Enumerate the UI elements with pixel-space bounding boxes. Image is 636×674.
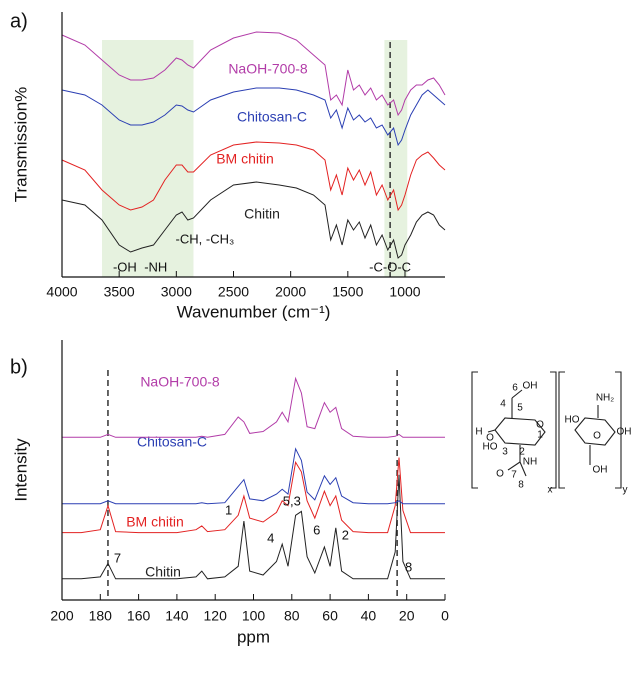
- x-tick-label: 40: [361, 608, 377, 624]
- annotation: 7: [114, 550, 121, 565]
- panel-label: b): [10, 356, 28, 378]
- series-label: Chitin: [244, 206, 280, 222]
- spectrum-line: [62, 376, 445, 438]
- x-tick-label: 1500: [332, 284, 363, 300]
- series-label: Chitin: [145, 564, 181, 580]
- x-axis-title: ppm: [237, 627, 270, 646]
- structure-label: 6: [512, 383, 518, 394]
- x-tick-label: 4000: [46, 284, 77, 300]
- x-tick-label: 1000: [389, 284, 420, 300]
- x-tick-label: 160: [127, 608, 151, 624]
- x-tick-label: 3000: [161, 284, 192, 300]
- spectrum-line: [61, 141, 446, 212]
- x-tick-label: 180: [89, 608, 113, 624]
- structure-label: HO: [565, 415, 580, 426]
- x-tick-label: 3500: [104, 284, 135, 300]
- series-label: NaOH-700-8: [228, 61, 308, 77]
- structure-label: O: [486, 433, 494, 444]
- bracket: [615, 371, 622, 489]
- bracket: [558, 371, 565, 489]
- structure-label: 5: [517, 403, 523, 414]
- structure-label: NH₂: [596, 393, 614, 404]
- x-axis-title: Wavenumber (cm⁻¹): [177, 302, 331, 321]
- spectrum-line: [62, 447, 445, 505]
- structure-label: NH: [523, 457, 537, 468]
- x-tick-label: 2500: [218, 284, 249, 300]
- structure-label: 3: [502, 447, 508, 458]
- x-tick-label: 100: [242, 608, 266, 624]
- x-tick-label: 20: [399, 608, 415, 624]
- spectrum-line: [62, 457, 445, 534]
- annotation: -OH: [113, 259, 137, 274]
- annotation: 1: [225, 502, 232, 517]
- x-tick-label: 2000: [275, 284, 306, 300]
- structure-label: 2: [519, 447, 525, 458]
- spectrum-line: [61, 31, 446, 117]
- y-axis-title: Transmission%: [11, 87, 30, 203]
- structure-label: O: [496, 469, 504, 480]
- annotation: 8: [405, 559, 412, 574]
- series-label: Chitosan-C: [137, 434, 207, 450]
- x-tick-label: 140: [165, 608, 189, 624]
- annotation: 4: [267, 530, 274, 545]
- x-tick-label: 120: [204, 608, 228, 624]
- x-tick-label: 60: [322, 608, 338, 624]
- ring: [574, 417, 616, 446]
- structure-label: HO: [483, 442, 498, 453]
- structure-label: 1: [537, 430, 543, 441]
- annotation: -NH: [144, 259, 167, 274]
- structure-label: OH: [617, 427, 632, 438]
- annotation: -C-O-C: [369, 259, 411, 274]
- x-tick-label: 80: [284, 608, 300, 624]
- structure-label: 7: [511, 470, 517, 481]
- structure-label: O: [536, 420, 544, 431]
- bond: [519, 461, 527, 477]
- annotation: 6: [313, 522, 320, 537]
- structure-label: OH: [523, 381, 538, 392]
- bond: [511, 389, 523, 399]
- spectrum-line: [61, 181, 446, 259]
- shaded-region: [384, 40, 408, 277]
- bracket: [471, 371, 478, 489]
- annotation: 5,3: [283, 493, 301, 508]
- panel-label: a): [10, 10, 28, 32]
- x-tick-label: 200: [50, 608, 74, 624]
- annotation: 2: [342, 527, 349, 542]
- structure-label: 4: [500, 399, 506, 410]
- structure-label: H: [475, 427, 482, 438]
- ring: [494, 417, 546, 446]
- structure-label: y: [623, 485, 628, 496]
- bond: [487, 429, 496, 433]
- series-label: BM chitin: [216, 151, 274, 167]
- annotation: -CH, -CH₃: [176, 231, 235, 246]
- spectrum-line: [62, 474, 445, 580]
- structure-label: O: [593, 431, 601, 442]
- bond: [507, 461, 521, 471]
- y-axis-title: Intensity: [11, 438, 30, 502]
- spectrum-line: [61, 87, 446, 147]
- series-label: BM chitin: [126, 514, 184, 530]
- series-label: Chitosan-C: [237, 109, 307, 125]
- structure-label: x: [548, 485, 553, 496]
- structure-label: 8: [518, 480, 524, 491]
- structure-label: OH: [593, 465, 608, 476]
- x-tick-label: 0: [441, 608, 449, 624]
- series-label: NaOH-700-8: [140, 374, 220, 390]
- bracket: [550, 371, 557, 489]
